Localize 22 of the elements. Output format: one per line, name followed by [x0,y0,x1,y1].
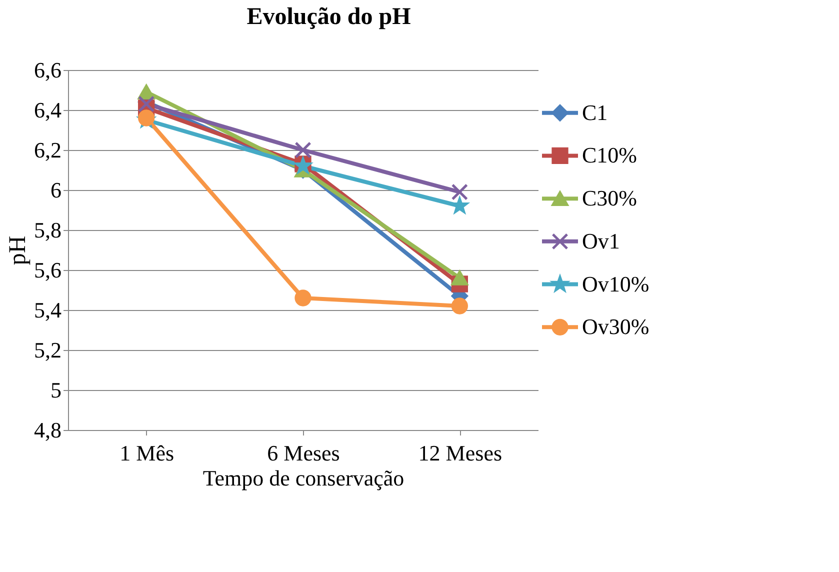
x-tick-label: 6 Meses [267,440,340,466]
legend-label: Ov10% [582,271,650,296]
y-tick-label: 6 [50,178,62,202]
y-tick-label: 4,8 [34,418,62,442]
y-tick-label: 6,6 [34,58,62,82]
legend-label: Ov30% [582,314,650,340]
legend-label: C30% [582,186,637,211]
legend-label: C10% [582,142,637,168]
y-tick-label: 6,2 [34,138,62,162]
y-tick-label: 5,4 [34,298,62,322]
x-axis-title: Tempo de conservação [202,466,404,490]
legend-label: C1 [582,100,608,125]
y-tick-label: 5,2 [34,338,62,362]
legend-label: Ov1 [582,228,620,254]
y-tick-label: 5,8 [34,218,62,242]
y-axis-title: pH [5,236,31,266]
x-tick-label: 1 Mês [120,440,174,466]
y-tick-label: 6,4 [34,98,62,122]
x-tick-label: 12 Meses [418,440,502,466]
y-tick-label: 5 [50,378,62,402]
chart-title: Evolução do pH [246,4,412,30]
y-tick-label: 5,6 [34,258,62,282]
